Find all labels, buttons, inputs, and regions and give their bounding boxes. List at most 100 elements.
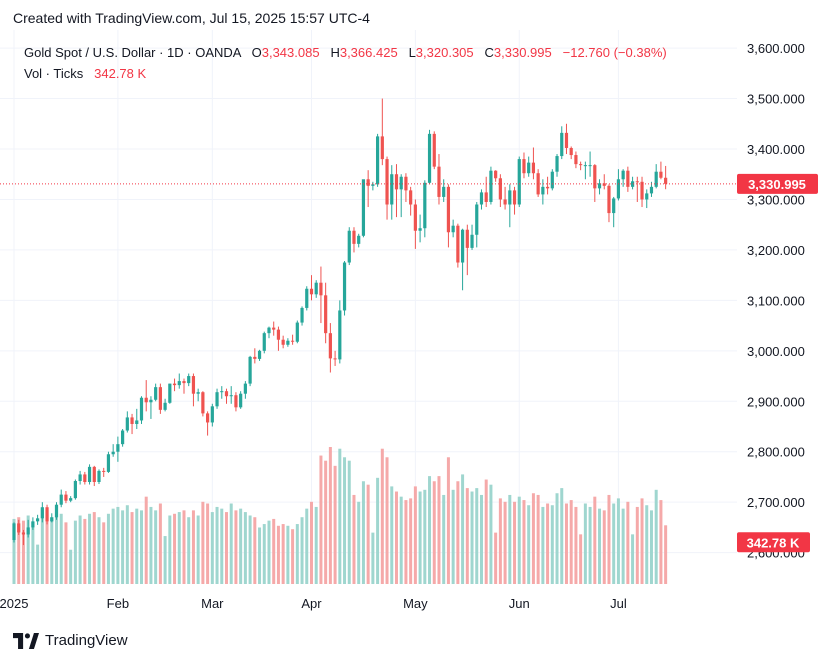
candle[interactable] [50, 513, 54, 523]
candle[interactable] [517, 156, 521, 208]
candle[interactable] [187, 373, 191, 387]
candle[interactable] [97, 469, 101, 485]
candle[interactable] [36, 514, 40, 525]
candle[interactable] [45, 504, 49, 525]
candle[interactable] [380, 98, 384, 166]
candle[interactable] [569, 146, 573, 160]
candle[interactable] [522, 152, 526, 179]
candle[interactable] [616, 169, 621, 201]
candle[interactable] [102, 467, 106, 477]
candle[interactable] [314, 280, 318, 298]
candle[interactable] [630, 176, 635, 190]
candle[interactable] [163, 398, 167, 412]
candle[interactable] [442, 179, 446, 202]
candle[interactable] [361, 179, 366, 238]
candle[interactable] [21, 529, 26, 546]
candle[interactable] [531, 147, 536, 180]
candle[interactable] [371, 181, 375, 191]
candle[interactable] [602, 174, 606, 190]
candle[interactable] [206, 411, 210, 436]
candle[interactable] [333, 350, 337, 366]
candle[interactable] [229, 386, 233, 404]
candle[interactable] [73, 479, 77, 500]
candle[interactable] [640, 176, 644, 208]
candle[interactable] [116, 436, 120, 462]
candle[interactable] [111, 444, 115, 457]
candle[interactable] [64, 491, 68, 504]
candle[interactable] [154, 383, 158, 402]
candle[interactable] [607, 184, 611, 223]
candle[interactable] [375, 133, 380, 187]
candle[interactable] [106, 451, 111, 473]
candle[interactable] [338, 300, 342, 364]
candle[interactable] [352, 227, 356, 253]
candle[interactable] [144, 380, 148, 412]
candle[interactable] [272, 321, 276, 336]
candle[interactable] [139, 396, 144, 424]
candle[interactable] [612, 196, 616, 228]
candle[interactable] [451, 219, 455, 238]
candle[interactable] [300, 306, 304, 326]
candle[interactable] [276, 326, 281, 351]
candle[interactable] [83, 471, 87, 485]
candle[interactable] [158, 383, 162, 414]
candle[interactable] [290, 334, 295, 345]
candle[interactable] [583, 161, 587, 180]
candle[interactable] [234, 392, 238, 412]
candle[interactable] [92, 465, 96, 487]
candle[interactable] [512, 186, 517, 215]
candle[interactable] [59, 489, 63, 508]
candle[interactable] [418, 214, 422, 243]
candle[interactable] [347, 227, 351, 266]
candle[interactable] [446, 184, 451, 248]
candle[interactable] [394, 164, 399, 218]
candle[interactable] [427, 129, 432, 185]
candle[interactable] [305, 286, 309, 311]
candle[interactable] [465, 224, 469, 276]
candle[interactable] [574, 151, 578, 169]
candle[interactable] [399, 174, 403, 218]
candle[interactable] [78, 470, 82, 485]
candle[interactable] [654, 164, 658, 189]
candle[interactable] [182, 378, 186, 394]
candle[interactable] [191, 373, 196, 407]
candle[interactable] [248, 355, 252, 387]
candle[interactable] [12, 522, 16, 543]
symbol-title[interactable]: Gold Spot / U.S. Dollar · 1D · OANDA [24, 45, 241, 60]
candle[interactable] [309, 275, 314, 301]
candle[interactable] [479, 189, 484, 210]
candle[interactable] [328, 323, 332, 373]
candle[interactable] [366, 170, 370, 208]
candle[interactable] [475, 201, 479, 248]
candle[interactable] [295, 320, 299, 344]
candle[interactable] [262, 331, 266, 354]
candle[interactable] [456, 223, 460, 268]
candle[interactable] [125, 411, 129, 433]
candle[interactable] [239, 391, 243, 409]
candle[interactable] [541, 179, 545, 205]
candle[interactable] [470, 224, 474, 250]
candle[interactable] [484, 176, 488, 208]
volume-label[interactable]: Vol · Ticks [24, 66, 84, 81]
candle[interactable] [550, 169, 554, 191]
candle[interactable] [172, 378, 177, 392]
candle[interactable] [645, 189, 649, 209]
candle[interactable] [26, 519, 30, 538]
candle[interactable] [579, 161, 583, 171]
candle[interactable] [508, 184, 512, 228]
candle[interactable] [659, 161, 663, 180]
candle[interactable] [168, 383, 172, 404]
candle[interactable] [503, 186, 507, 210]
tradingview-footer[interactable]: TradingView [13, 632, 128, 649]
candle[interactable] [257, 349, 262, 361]
candle[interactable] [635, 176, 639, 202]
candle[interactable] [545, 176, 550, 195]
candle[interactable] [494, 170, 498, 182]
candle[interactable] [527, 156, 531, 177]
candle[interactable] [215, 388, 219, 409]
candle[interactable] [286, 338, 290, 347]
candle[interactable] [385, 156, 389, 220]
candle[interactable] [564, 123, 569, 155]
candle[interactable] [489, 166, 493, 205]
